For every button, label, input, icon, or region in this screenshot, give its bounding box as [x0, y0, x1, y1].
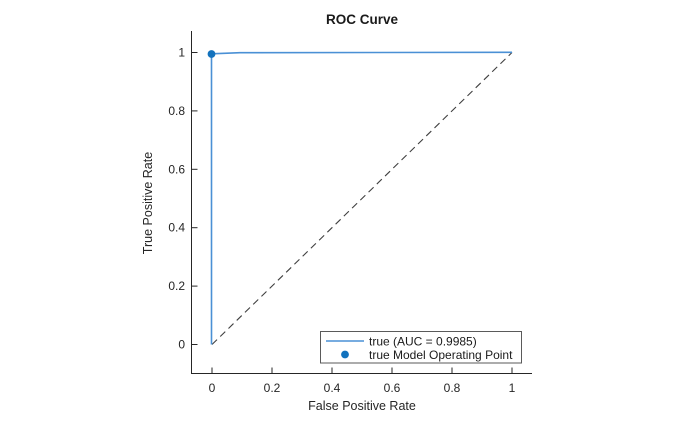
- axis-spines: [191, 31, 532, 374]
- x-tick-label-1: 0.2: [264, 381, 281, 395]
- x-tick-label-3: 0.6: [384, 381, 401, 395]
- y-axis-label: True Positive Rate: [141, 152, 155, 254]
- y-tick-label-3: 0.6: [168, 162, 185, 176]
- operating-point-marker: [207, 50, 216, 58]
- y-tick-labels: 0 0.2 0.4 0.6 0.8 1: [168, 46, 185, 352]
- x-tick-label-2: 0.4: [324, 381, 341, 395]
- x-tick-label-0: 0: [209, 381, 216, 395]
- legend-box: [320, 331, 522, 364]
- legend-marker-sample: [341, 350, 349, 359]
- roc-curve-line: [210, 51, 513, 345]
- y-tick-label-2: 0.4: [168, 221, 185, 235]
- y-tick-label-4: 0.8: [168, 104, 185, 118]
- y-tick-label-5: 1: [178, 46, 185, 60]
- legend-entry-operating-point: true Model Operating Point: [369, 348, 513, 362]
- legend-entry-auc: true (AUC = 0.9985): [369, 335, 477, 349]
- tick-marks: [191, 52, 513, 374]
- x-tick-label-5: 1: [509, 381, 516, 395]
- x-axis-label: False Positive Rate: [308, 399, 416, 413]
- x-tick-label-4: 0.8: [444, 381, 461, 395]
- y-tick-label-1: 0.2: [168, 279, 185, 293]
- x-tick-labels: 0 0.2 0.4 0.6 0.8 1: [209, 381, 516, 395]
- y-tick-label-0: 0: [178, 338, 185, 352]
- reference-diagonal-line: [211, 52, 513, 345]
- chart-title: ROC Curve: [326, 12, 399, 27]
- legend: true (AUC = 0.9985) true Model Operating…: [320, 331, 522, 364]
